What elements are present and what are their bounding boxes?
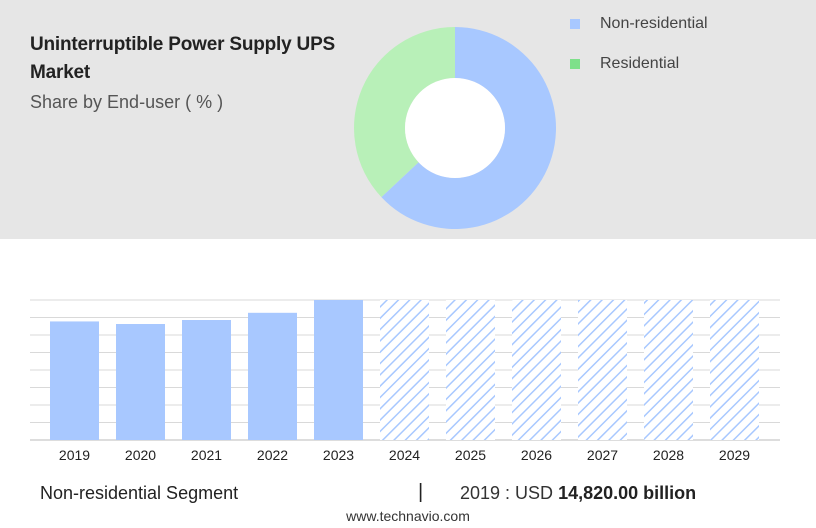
- x-tick-2020: 2020: [125, 447, 156, 463]
- x-tick-2023: 2023: [323, 447, 354, 463]
- forecast-bar-2029: [710, 300, 759, 440]
- legend-label-non-residential: Non-residential: [600, 15, 708, 32]
- chart-subtitle: Share by End-user ( % ): [30, 92, 224, 112]
- footer-value: 14,820.00 billion: [558, 483, 697, 503]
- forecast-bar-2027: [578, 300, 627, 440]
- donut-slice-non-residential: [381, 27, 556, 229]
- legend-item-non-residential: Non-residential: [570, 12, 708, 36]
- bar-2020: [116, 324, 165, 440]
- x-tick-2019: 2019: [59, 447, 90, 463]
- legend-swatch-non-residential: [570, 19, 580, 29]
- forecast-bar-2025: [446, 300, 495, 440]
- chart-title: Uninterruptible Power Supply UPS Market: [30, 34, 336, 83]
- footer-site: www.technavio.com: [346, 508, 470, 524]
- legend-swatch-residential: [570, 59, 580, 69]
- x-tick-2022: 2022: [257, 447, 288, 463]
- footer-divider: |: [418, 481, 424, 503]
- forecast-bar-2026: [512, 300, 561, 440]
- legend: Non-residential Residential: [570, 12, 708, 92]
- legend-label-residential: Residential: [600, 55, 680, 72]
- bar-2021: [182, 320, 231, 440]
- footer-segment: Non-residential Segment: [40, 483, 239, 503]
- bar-chart: 2019 2020 2021 2022 2023 2024 2025 2026 2027 2028…: [30, 299, 780, 463]
- bar-2019: [50, 321, 99, 440]
- footer-year-prefix: 2019 : USD: [460, 483, 554, 503]
- x-tick-2025: 2025: [455, 447, 486, 463]
- x-tick-2021: 2021: [191, 447, 222, 463]
- forecast-bar-2028: [644, 300, 693, 440]
- donut-slice-residential: [354, 27, 455, 198]
- x-tick-2028: 2028: [653, 447, 684, 463]
- x-tick-2024: 2024: [389, 447, 420, 463]
- forecast-bar-2024: [380, 300, 429, 440]
- bar-2022: [248, 312, 297, 440]
- x-tick-2026: 2026: [521, 447, 552, 463]
- x-tick-2027: 2027: [587, 447, 618, 463]
- footer-year-value: 2019 : USD 14,820.00 billion: [460, 483, 696, 504]
- donut-chart: [354, 27, 556, 229]
- donut-hole: [405, 78, 505, 178]
- legend-item-residential: Residential: [570, 52, 708, 76]
- bar-2023: [314, 300, 363, 440]
- x-tick-2029: 2029: [719, 447, 750, 463]
